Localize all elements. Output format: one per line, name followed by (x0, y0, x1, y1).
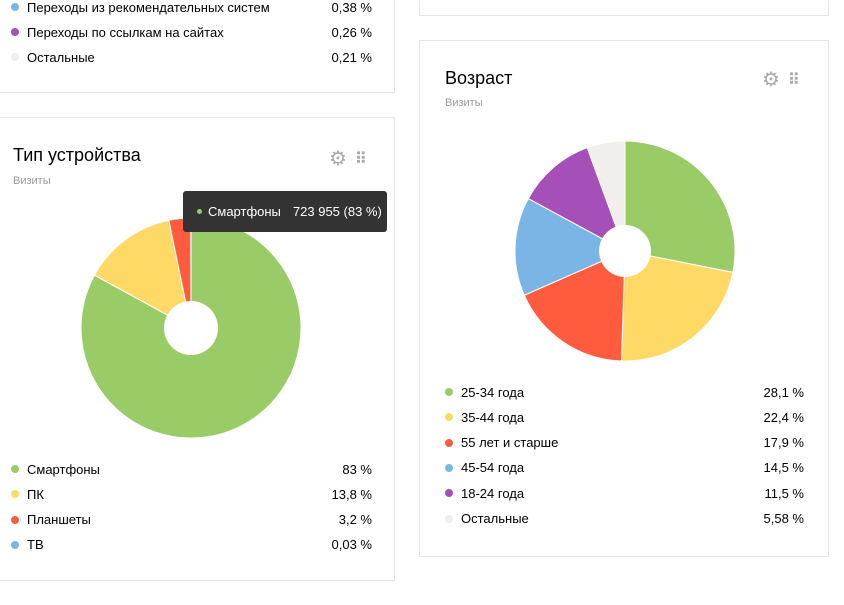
legend-item[interactable]: ТВ 0,03 % (11, 535, 372, 555)
pie-slice[interactable] (514, 197, 627, 296)
age-card: Возраст Визиты ⚙ ⠿ 25-34 года 28,1 % 35-44… (419, 40, 829, 557)
legend-value: 13,8 % (331, 486, 372, 502)
legend-dot (445, 489, 453, 498)
legend-dot (445, 463, 453, 472)
chart-tooltip: Смартфоны 723 955 (83 %) (183, 191, 387, 232)
legend-item[interactable]: Переходы по ссылкам на сайтах 0,26 % (11, 22, 372, 42)
legend-dot (445, 514, 453, 523)
legend-label: 55 лет и старше (461, 435, 559, 451)
pie-slice[interactable] (624, 140, 736, 273)
gear-icon[interactable]: ⚙ (762, 69, 780, 91)
legend-value: 17,9 % (763, 435, 804, 451)
legend-value: 83 % (342, 461, 372, 477)
legend-item[interactable]: Остальные 5,58 % (445, 509, 804, 529)
legend-item[interactable]: Планшеты 3,2 % (11, 510, 372, 530)
legend-item[interactable]: 25-34 года 28,1 % (445, 382, 804, 402)
legend-item[interactable]: 45-54 года 14,5 % (445, 458, 804, 478)
tooltip-dot (197, 209, 202, 214)
legend-value: 0,26 % (331, 24, 372, 40)
legend-dot (11, 3, 19, 11)
tooltip-value: 723 955 (83 %) (292, 204, 382, 219)
legend-label: Планшеты (27, 512, 91, 528)
legend-value: 5,58 % (763, 511, 804, 526)
legend-item[interactable]: Смартфоны 83 % (11, 459, 372, 479)
legend-dot (11, 490, 19, 499)
legend-value: 0,03 % (331, 537, 372, 553)
age-title: Возраст (445, 68, 513, 88)
legend-label: 18-24 года (461, 485, 525, 501)
legend-dot (445, 388, 453, 396)
legend-label: ПК (27, 486, 44, 502)
pie-slice[interactable] (80, 217, 302, 439)
legend-item[interactable]: ПК 13,8 % (11, 484, 372, 504)
legend-label: Переходы из рекомендательных систем (27, 0, 270, 15)
legend-label: ТВ (27, 537, 44, 553)
legend-label: 25-34 года (461, 384, 525, 400)
pie-hole (599, 225, 651, 277)
legend-value: 22,4 % (763, 409, 804, 425)
pie-slice[interactable] (527, 147, 626, 253)
pie-slice[interactable] (586, 140, 626, 252)
drag-handle-icon[interactable]: ⠿ (787, 71, 800, 89)
legend-label: 35-44 года (461, 409, 525, 425)
legend-item[interactable]: Переходы из рекомендательных систем 0,38 … (11, 0, 372, 17)
legend-item[interactable]: 35-44 года 22,4 % (445, 407, 804, 427)
legend-dot (11, 515, 19, 524)
legend-label: Остальные (461, 511, 529, 526)
device-title: Тип устройства (13, 145, 141, 165)
legend-item[interactable]: Остальные 0,21 % (11, 47, 372, 67)
age-pie (514, 140, 736, 362)
age-subtitle: Визиты (445, 97, 483, 109)
legend-dot (445, 438, 453, 447)
legend-value: 28,1 % (763, 384, 804, 400)
device-subtitle: Визиты (13, 175, 51, 187)
legend-dot (11, 53, 19, 61)
legend-dot (11, 465, 19, 473)
legend-item[interactable]: 55 лет и старше 17,9 % (445, 433, 804, 453)
legend-label: Переходы по ссылкам на сайтах (27, 24, 224, 40)
pie-slice[interactable] (93, 219, 192, 329)
legend-dot (11, 28, 19, 36)
legend-dot (11, 540, 19, 549)
top-right-card (419, 0, 829, 16)
pie-slice[interactable] (523, 250, 626, 362)
gear-icon[interactable]: ⚙ (329, 148, 347, 170)
drag-handle-icon[interactable]: ⠿ (354, 150, 367, 168)
traffic-card: Переходы из рекомендательных систем 0,38 … (0, 0, 395, 93)
legend-value: 11,5 % (764, 485, 804, 501)
device-card: Тип устройства Визиты ⚙ ⠿ Смартфоны 83 % П… (0, 117, 395, 581)
pie-slice[interactable] (168, 217, 192, 329)
legend-label: Смартфоны (27, 461, 100, 477)
legend-label: 45-54 года (461, 460, 525, 476)
legend-value: 0,38 % (331, 0, 372, 15)
tooltip-label: Смартфоны (208, 204, 281, 219)
legend-value: 3,2 % (338, 512, 372, 528)
pie-slice[interactable] (620, 250, 734, 362)
pie-hole (164, 301, 218, 355)
legend-value: 14,5 % (763, 460, 804, 476)
legend-item[interactable]: 18-24 года 11,5 % (445, 483, 804, 503)
legend-label: Остальные (27, 49, 95, 65)
legend-value: 0,21 % (331, 49, 372, 65)
legend-dot (445, 413, 453, 422)
